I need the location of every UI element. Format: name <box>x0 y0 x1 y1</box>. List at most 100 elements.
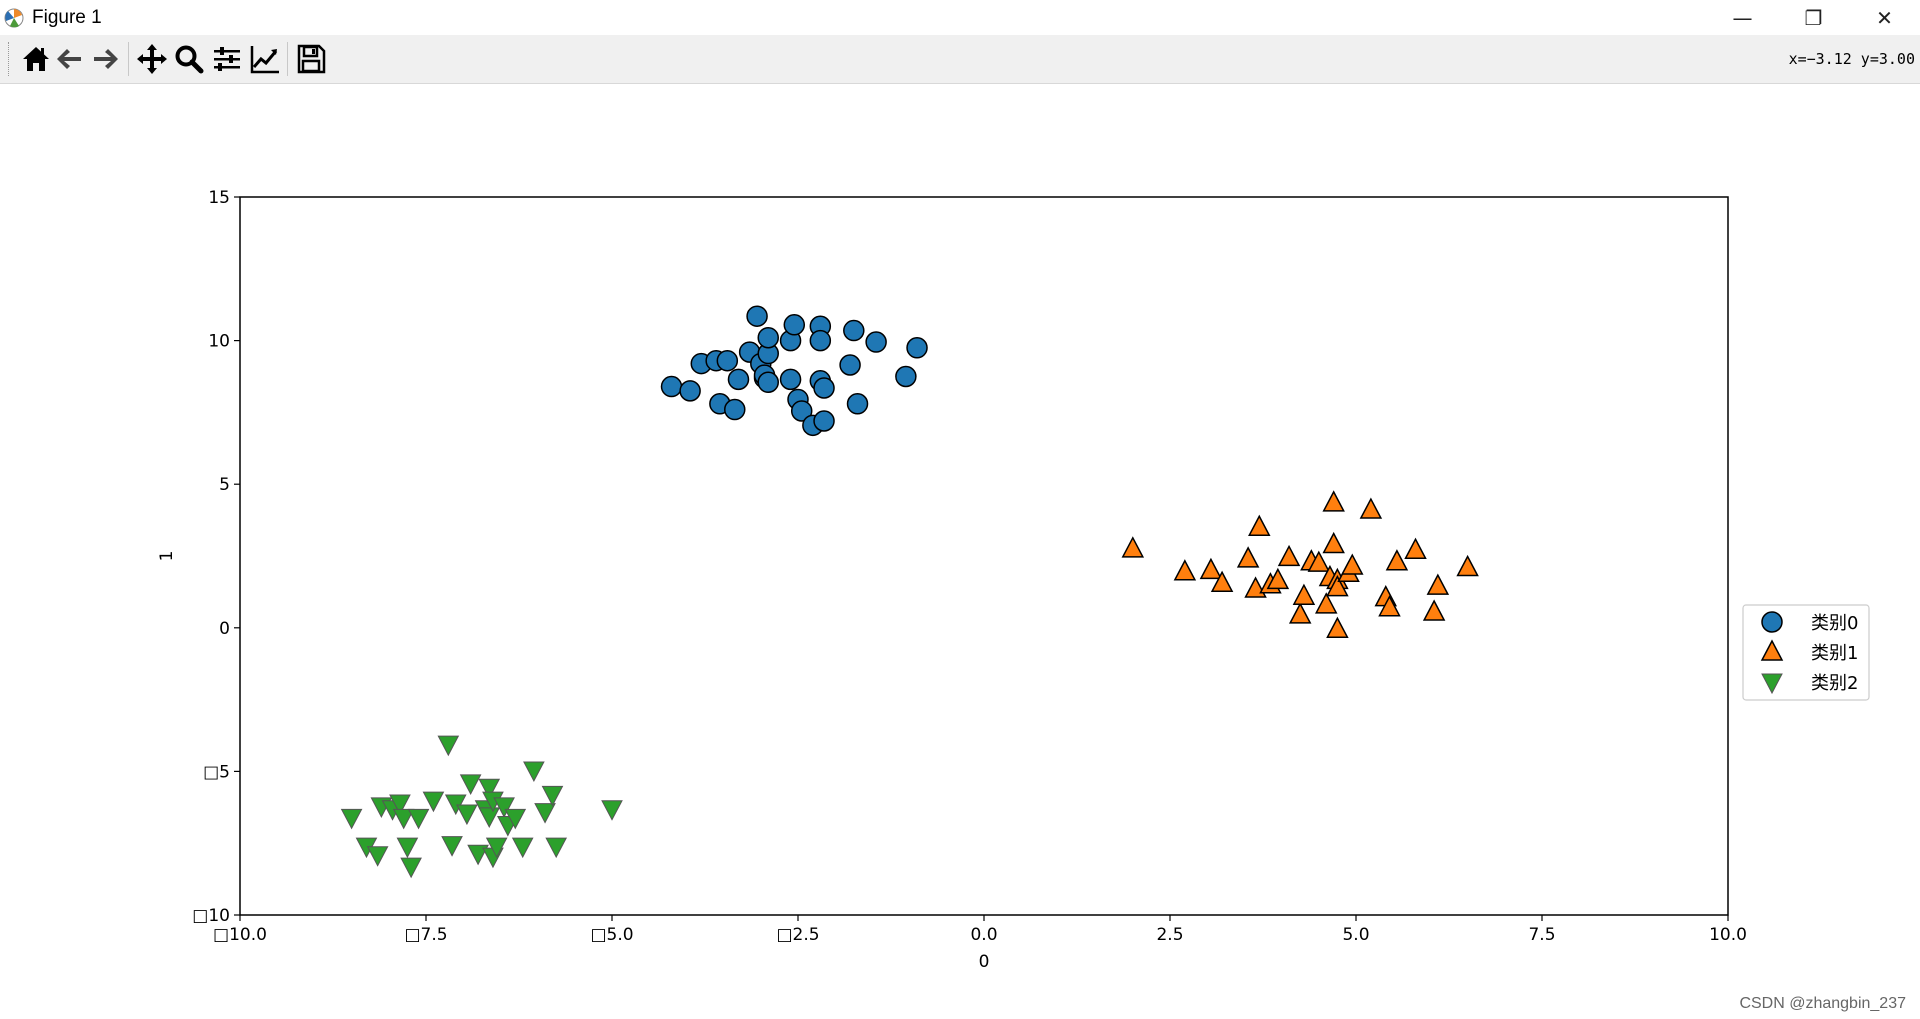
data-point-class1 <box>1326 616 1349 638</box>
data-point-class1 <box>1378 595 1401 617</box>
data-point-class2 <box>478 778 501 800</box>
configure-subplots-button[interactable] <box>209 42 245 76</box>
zoom-button[interactable] <box>171 42 207 76</box>
minimize-button[interactable]: — <box>1732 5 1753 30</box>
data-point-class0 <box>813 410 835 432</box>
y-tick-label: □10 <box>192 906 230 926</box>
data-point-class1 <box>1307 550 1331 572</box>
home-button[interactable] <box>18 42 54 76</box>
pan-button[interactable] <box>134 42 170 76</box>
data-point-class0 <box>809 329 832 352</box>
data-point-class1 <box>1385 549 1409 571</box>
data-point-class2 <box>400 857 422 879</box>
data-point-class2 <box>441 836 463 857</box>
matplotlib-logo-icon <box>4 8 24 27</box>
data-point-class0 <box>716 349 739 372</box>
data-point-class2 <box>534 803 556 824</box>
window-titlebar: Figure 1 — ❐ ✕ <box>0 0 1920 35</box>
scatter-points <box>340 305 1479 879</box>
data-point-class2 <box>437 735 460 757</box>
data-point-class0 <box>906 337 928 359</box>
forward-button[interactable] <box>88 42 124 76</box>
zoom-icon <box>175 45 204 74</box>
data-point-class2 <box>601 800 623 821</box>
edit-axis-button[interactable] <box>247 42 283 76</box>
axes: □10.0 □7.5 □5.0 □2.5 0.0 2.5 5.0 7.5 10.0 □10 □5 0 5… <box>157 188 1747 972</box>
forward-icon <box>94 49 118 69</box>
toolbar-separator <box>287 42 288 76</box>
x-tick-label: 10.0 <box>1709 925 1747 945</box>
data-point-class1 <box>1288 602 1312 624</box>
navigation-toolbar: x=−3.12 y=3.00 <box>0 35 1920 84</box>
data-point-class1 <box>1236 546 1260 568</box>
data-point-class2 <box>444 794 467 816</box>
data-point-class0 <box>843 319 865 342</box>
edit-axis-icon <box>250 46 279 74</box>
data-point-class0 <box>813 377 835 399</box>
back-icon <box>57 49 81 69</box>
data-point-class2 <box>340 808 363 830</box>
data-point-class1 <box>1199 557 1223 580</box>
data-point-class2 <box>389 794 411 816</box>
data-point-class2 <box>545 837 568 859</box>
save-icon <box>297 44 326 74</box>
data-point-class2 <box>422 791 445 813</box>
data-point-class0 <box>746 305 768 327</box>
legend-marker <box>1761 611 1783 633</box>
legend-label: 类别2 <box>1811 673 1858 694</box>
data-point-class1 <box>1314 592 1338 614</box>
window-title: Figure 1 <box>32 6 102 28</box>
data-point-class0 <box>895 365 917 388</box>
data-point-class1 <box>1266 567 1290 590</box>
y-tick-label: 10 <box>208 332 230 352</box>
data-point-class1 <box>1210 570 1234 593</box>
data-point-class1 <box>1341 553 1364 575</box>
x-tick-label: 0.0 <box>970 925 997 945</box>
toolbar-separator <box>128 42 129 76</box>
data-point-class2 <box>485 837 508 859</box>
figure-canvas[interactable]: □10.0 □7.5 □5.0 □2.5 0.0 2.5 5.0 7.5 10.0 □10 □5 0 5… <box>0 84 1920 1019</box>
home-icon <box>23 47 49 71</box>
data-point-class1 <box>1121 536 1145 558</box>
data-point-class0 <box>757 371 779 393</box>
data-point-class2 <box>504 808 527 830</box>
data-point-class1 <box>1292 583 1316 605</box>
data-point-class1 <box>1277 544 1301 567</box>
back-button[interactable] <box>51 42 87 76</box>
legend: 类别0 类别1 类别2 <box>1742 604 1870 701</box>
window-controls: — ❐ ✕ <box>1707 0 1920 35</box>
x-tick-label: □2.5 <box>776 925 819 945</box>
data-point-class2 <box>456 804 478 826</box>
restore-button[interactable]: ❐ <box>1804 5 1823 30</box>
data-point-class0 <box>757 326 779 349</box>
data-point-class1 <box>1426 573 1450 595</box>
data-point-class0 <box>790 400 813 422</box>
y-tick-label: 0 <box>219 619 230 639</box>
data-point-class1 <box>1322 490 1345 512</box>
close-button[interactable]: ✕ <box>1876 5 1893 30</box>
data-point-class0 <box>865 331 887 353</box>
data-point-class1 <box>1322 531 1345 554</box>
data-point-class2 <box>407 808 430 830</box>
cursor-coordinates: x=−3.12 y=3.00 <box>1788 50 1915 68</box>
x-tick-label: 7.5 <box>1528 925 1555 945</box>
data-point-class2 <box>511 837 534 859</box>
legend-label: 类别1 <box>1811 643 1858 664</box>
data-point-class2 <box>392 808 415 830</box>
data-point-class1 <box>1248 514 1271 537</box>
data-point-class0 <box>724 398 746 421</box>
data-point-class1 <box>1404 537 1427 560</box>
data-point-class0 <box>846 393 869 415</box>
data-point-class0 <box>679 380 701 402</box>
legend-label: 类别0 <box>1811 613 1858 634</box>
legend-marker <box>1761 673 1783 695</box>
data-point-class1 <box>1422 599 1446 621</box>
toolbar-grip <box>8 42 11 76</box>
data-point-class0 <box>783 314 806 336</box>
data-point-class2 <box>467 844 489 866</box>
data-point-class2 <box>493 797 515 818</box>
data-point-class0 <box>779 368 802 391</box>
x-tick-label: □10.0 <box>213 925 267 945</box>
save-button[interactable] <box>293 42 329 76</box>
data-point-class0 <box>660 375 683 398</box>
